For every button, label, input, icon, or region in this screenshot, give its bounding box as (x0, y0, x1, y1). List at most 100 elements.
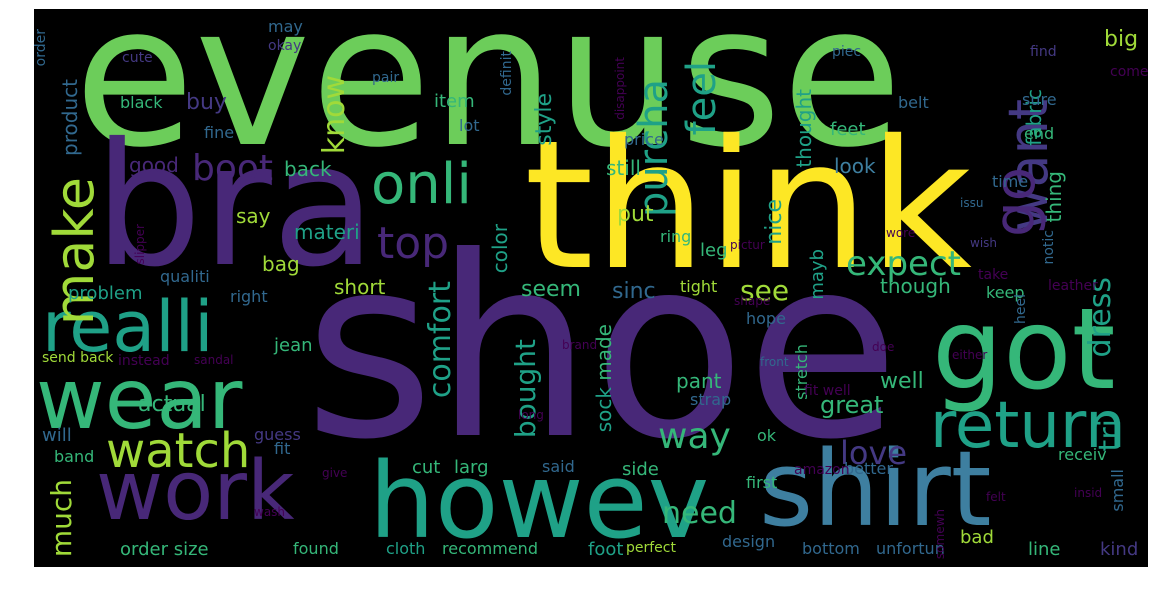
cloud-word-front: front (760, 355, 789, 369)
cloud-word-though: though (880, 274, 951, 298)
cloud-word-side: side (622, 459, 659, 480)
cloud-word-better: better (844, 459, 893, 478)
cloud-word-think: think (524, 102, 972, 309)
cloud-word-fit: fit (274, 439, 291, 458)
cloud-word-realli: realli (42, 286, 214, 368)
cloud-word-wish: wish (970, 236, 998, 250)
cloud-word-qualiti: qualiti (160, 267, 210, 286)
cloud-word-work: work (96, 444, 295, 539)
cloud-word-unfortun: unfortun (876, 539, 945, 558)
cloud-word-okay: okay (268, 38, 302, 54)
cloud-word-belt: belt (898, 93, 929, 112)
cloud-word-cute: cute (122, 50, 153, 66)
cloud-word-cloth: cloth (386, 539, 426, 558)
cloud-word-felt: felt (986, 490, 1006, 504)
cloud-word-kind: kind (1100, 539, 1139, 560)
cloud-word-watch: watch (106, 423, 251, 479)
cloud-word-lot: lot (459, 116, 480, 135)
cloud-word-will: will (42, 425, 72, 446)
cloud-word-ok: ok (757, 426, 777, 445)
cloud-word-doe: doe (872, 340, 895, 354)
cloud-word-brand: brand (562, 338, 598, 352)
cloud-word-short: short (334, 275, 386, 299)
cloud-word-comfort: comfort (423, 281, 458, 399)
cloud-word-great: great (820, 391, 884, 419)
cloud-word-strap: strap (690, 390, 732, 409)
cloud-word-send-back: send back (42, 350, 114, 366)
cloud-word-pictur: pictur (730, 238, 765, 252)
cloud-word-find: find (1030, 44, 1057, 60)
cloud-word-bad: bad (960, 527, 994, 548)
cloud-word-heel: heel (1013, 294, 1029, 324)
cloud-word-piec: piec (832, 44, 862, 60)
cloud-word-sure: sure (1022, 90, 1057, 109)
cloud-word-seem: seem (521, 277, 581, 302)
cloud-word-back: back (284, 157, 332, 181)
cloud-word-put: put (617, 202, 654, 227)
cloud-word-bought: bought (509, 339, 542, 439)
cloud-word-right: right (230, 287, 268, 306)
cloud-word-sinc: sinc (612, 279, 656, 304)
cloud-word-definit: definit (499, 51, 515, 96)
cloud-word-insid: insid (1074, 486, 1103, 500)
cloud-word-mayb: mayb (807, 249, 828, 300)
cloud-word-top: top (377, 218, 450, 269)
cloud-word-cut: cut (412, 457, 441, 478)
cloud-word-disappoint: disappoint (613, 57, 627, 120)
cloud-word-order-size: order size (120, 539, 209, 560)
cloud-word-feel: feel (679, 61, 725, 136)
cloud-word-look: look (834, 154, 876, 178)
cloud-word-thought: thought (792, 89, 816, 168)
cloud-word-band: band (54, 447, 95, 466)
cloud-word-price: price (624, 130, 664, 149)
cloud-word-pair: pair (372, 70, 400, 86)
cloud-word-slipper: slipper (133, 224, 147, 265)
cloud-word-love: love (840, 434, 908, 472)
cloud-word-wear: wear (36, 350, 243, 448)
cloud-word-hope: hope (746, 309, 786, 328)
cloud-word-said: said (542, 457, 575, 476)
cloud-word-first: first (746, 473, 778, 492)
cloud-word-return: return (930, 389, 1126, 463)
cloud-word-keep: keep (986, 283, 1025, 302)
cloud-word-know: know (317, 75, 352, 155)
cloud-word-buy: buy (186, 90, 227, 115)
cloud-word-larg: larg (454, 457, 489, 478)
cloud-word-item: item (434, 91, 475, 112)
cloud-word-order: order (34, 29, 49, 67)
cloud-word-bra: bra (94, 107, 376, 305)
cloud-word-may: may (268, 17, 303, 36)
cloud-word-fine: fine (204, 123, 235, 142)
cloud-word-ring: ring (660, 227, 692, 246)
word-cloud: evenuse shoe think bra howev shirt got work wear… (34, 9, 1148, 567)
cloud-word-howev: howev (369, 440, 710, 562)
cloud-word-give: give (322, 466, 348, 480)
cloud-word-pant: pant (676, 369, 722, 393)
cloud-word-recommend: recommend (442, 539, 538, 558)
cloud-word-much: much (45, 479, 78, 558)
cloud-word-shoe: shoe (304, 203, 900, 494)
cloud-word-shape: shape (734, 294, 771, 308)
cloud-word-tight: tight (680, 277, 718, 296)
cloud-word-shirt: shirt (759, 428, 992, 550)
cloud-word-actual: actual (138, 392, 206, 417)
cloud-word-thing: thing (1042, 171, 1066, 223)
cloud-word-end: end (1024, 124, 1055, 143)
cloud-word-big: big (1104, 27, 1139, 52)
cloud-word-either: either (952, 348, 988, 362)
cloud-word-leather: leather (1048, 278, 1098, 294)
cloud-word-amazon: amazon (794, 462, 850, 478)
cloud-word-perfect: perfect (626, 540, 676, 556)
cloud-word-come: come (1110, 64, 1148, 80)
cloud-word-sandal: sandal (194, 353, 234, 367)
cloud-word-good: good (129, 153, 179, 177)
cloud-word-instead: instead (118, 353, 170, 369)
cloud-word-problem: problem (68, 283, 143, 304)
cloud-word-product: product (58, 79, 82, 156)
cloud-word-time: time (992, 172, 1029, 191)
cloud-word-black: black (120, 93, 163, 112)
cloud-word-feet: feet (830, 119, 866, 140)
cloud-word-design: design (722, 532, 776, 551)
cloud-word-sock: sock (592, 387, 616, 433)
cloud-word-boot: boot (192, 148, 274, 189)
